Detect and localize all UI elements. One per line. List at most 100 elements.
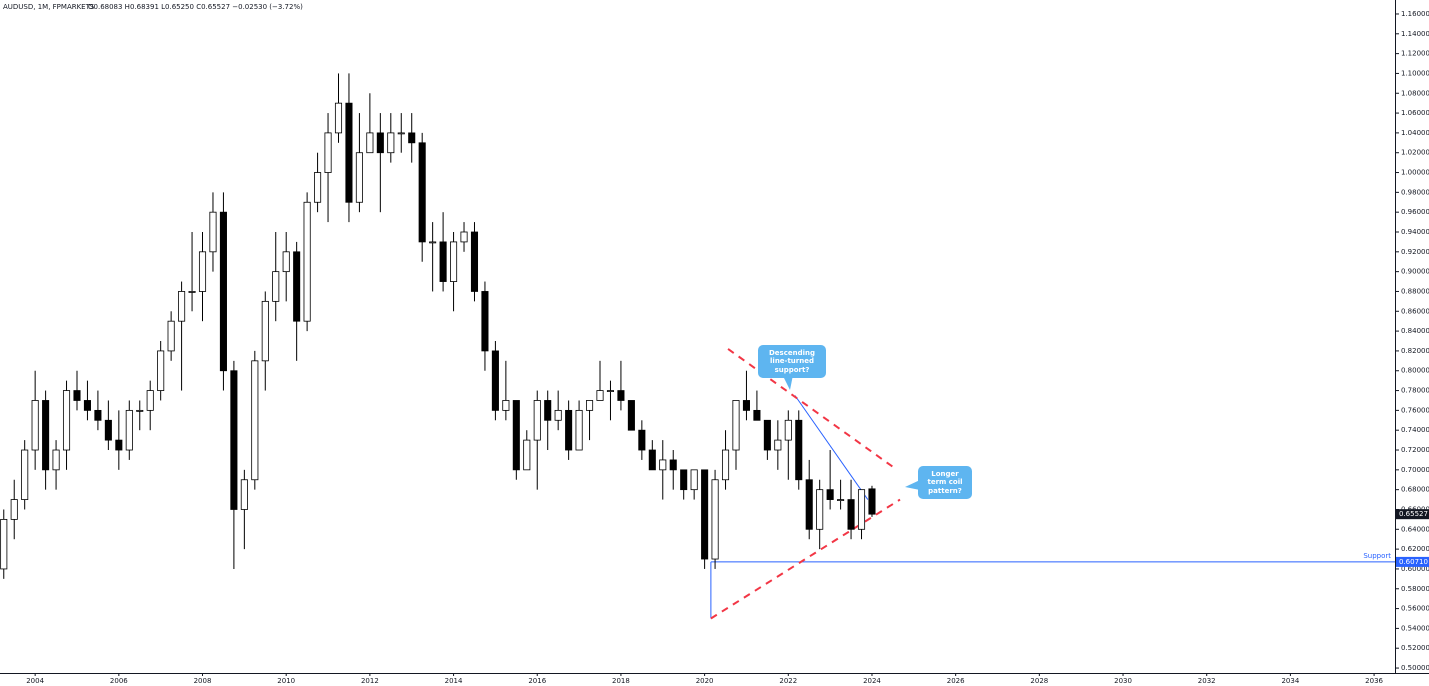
candle-body (136, 409, 144, 412)
candle-body (240, 479, 248, 510)
candle-body (178, 291, 186, 322)
y-tick-label: 0.96000 (1401, 208, 1429, 216)
y-tick-label: 1.16000 (1401, 10, 1429, 18)
y-tick-label: 0.88000 (1401, 287, 1429, 295)
candle-body (617, 390, 625, 401)
candle-body (805, 479, 813, 530)
candle-body (763, 419, 771, 451)
candle-body (648, 449, 656, 471)
candle-body (324, 132, 332, 173)
candle-body (627, 400, 635, 431)
candle-body (795, 419, 803, 481)
candle-body (219, 211, 227, 372)
y-tick-label: 0.80000 (1401, 367, 1429, 375)
candle-body (188, 291, 196, 293)
candle-body (387, 132, 395, 154)
candle-body (209, 211, 217, 253)
candle-body (659, 459, 667, 471)
x-tick-label: 2018 (612, 677, 630, 685)
candle-body (533, 400, 541, 441)
candle-body (157, 350, 165, 391)
y-tick-label: 1.02000 (1401, 149, 1429, 157)
candle-body (701, 469, 709, 560)
candle-body (460, 231, 468, 243)
candle-body (429, 241, 437, 244)
y-tick-label: 0.90000 (1401, 268, 1429, 276)
x-tick-label: 2024 (863, 677, 881, 685)
annotation: Descending line-turned support? (758, 345, 826, 379)
candle-body (554, 409, 562, 421)
candle-body (826, 489, 834, 500)
callout-pointer (905, 480, 920, 490)
candle-body (83, 400, 91, 411)
y-tick-label: 0.58000 (1401, 585, 1429, 593)
candle-body (711, 479, 719, 560)
candle-body (450, 241, 458, 282)
x-tick-label: 2022 (779, 677, 797, 685)
x-tick-label: 2016 (528, 677, 546, 685)
y-tick-label: 0.76000 (1401, 406, 1429, 414)
candle-body (345, 102, 353, 203)
candle-body (596, 390, 604, 401)
y-tick-label: 0.52000 (1401, 644, 1429, 652)
candle-body (512, 400, 520, 471)
annotation: Longer term coil pattern? (918, 466, 972, 500)
y-tick-label: 0.82000 (1401, 347, 1429, 355)
y-tick-label: 1.10000 (1401, 69, 1429, 77)
drawing-line (727, 348, 898, 471)
candle-body (565, 409, 573, 451)
candle-body (146, 390, 154, 411)
y-tick-label: 0.78000 (1401, 387, 1429, 395)
x-tick-label: 2036 (1365, 677, 1383, 685)
candle-body (481, 291, 489, 352)
candle-body (303, 201, 311, 322)
candle-body (680, 469, 688, 491)
candle-body (21, 449, 29, 500)
candle-body (408, 132, 416, 144)
candle-body (606, 390, 615, 392)
candle-body (837, 499, 845, 501)
candle-body (491, 350, 499, 411)
x-tick-label: 2010 (277, 677, 295, 685)
candle-body (334, 102, 343, 134)
candle-body (73, 390, 81, 401)
candle-body (42, 400, 50, 471)
y-tick-label: 0.62000 (1401, 545, 1429, 553)
y-tick-label: 1.00000 (1401, 169, 1429, 177)
candle-body (586, 400, 594, 411)
y-tick-label: 0.92000 (1401, 248, 1429, 256)
candle-body (857, 489, 866, 530)
candle-body (753, 409, 761, 421)
candle-body (502, 400, 510, 411)
candle-body (230, 370, 238, 510)
y-tick-label: 1.14000 (1401, 30, 1429, 38)
candle-body (62, 390, 71, 451)
y-tick-label: 0.50000 (1401, 664, 1429, 672)
candle-body (125, 409, 133, 451)
price-label: 0.65527 (1399, 510, 1428, 518)
candle-body (418, 142, 426, 243)
y-tick-label: 0.74000 (1401, 426, 1429, 434)
y-tick-label: 0.72000 (1401, 446, 1429, 454)
x-tick-label: 2004 (26, 677, 44, 685)
candle-body (0, 518, 8, 570)
candle-body (261, 300, 269, 362)
x-tick-label: 2034 (1281, 677, 1299, 685)
candle-body (669, 459, 677, 471)
y-tick-label: 0.54000 (1401, 624, 1429, 632)
candle-body (272, 271, 280, 302)
candle-body (690, 469, 698, 491)
candle-body (10, 499, 18, 520)
x-tick-label: 2008 (194, 677, 212, 685)
candle-body (366, 132, 374, 154)
candle-body (868, 488, 876, 515)
candle-body (575, 409, 583, 451)
x-tick-label: 2026 (947, 677, 965, 685)
candle-body (638, 429, 646, 451)
y-tick-label: 0.84000 (1401, 327, 1429, 335)
y-tick-label: 0.94000 (1401, 228, 1429, 236)
candle-body (470, 231, 479, 292)
candle-body (104, 419, 112, 441)
